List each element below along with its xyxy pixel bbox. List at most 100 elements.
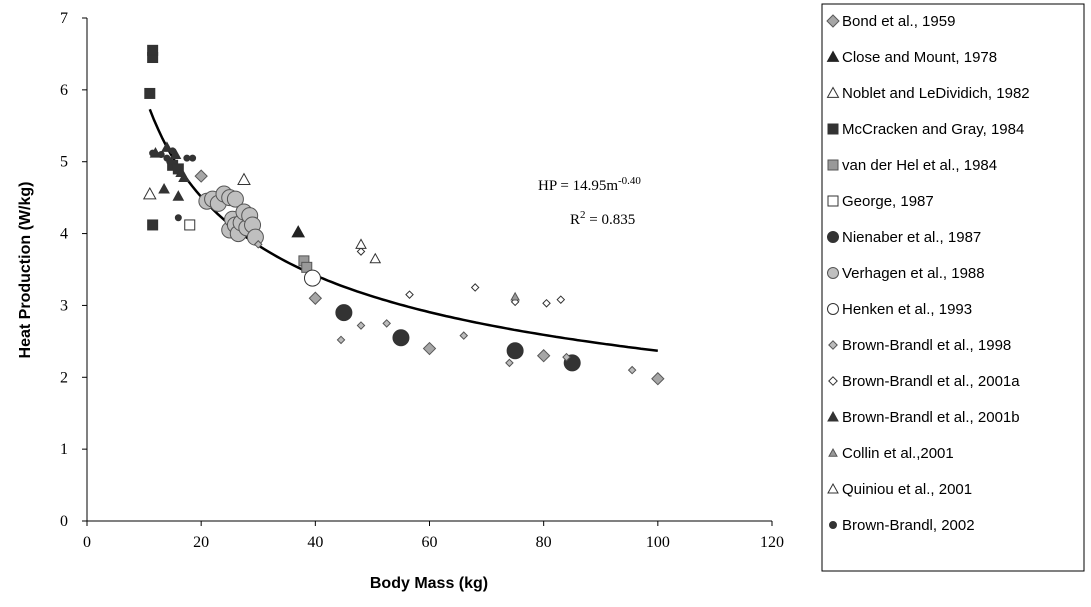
y-tick-label: 0 — [60, 513, 68, 530]
series-2 — [142, 172, 251, 200]
y-tick-label: 1 — [60, 441, 68, 458]
r-squared-label: R — [570, 212, 580, 228]
legend-box — [821, 3, 1085, 572]
legend-label: Bond et al., 1959 — [842, 13, 955, 30]
series-5 — [184, 219, 196, 231]
legend-item: Henken et al., 1993 — [827, 301, 972, 318]
x-tick-label: 0 — [83, 534, 91, 551]
x-tick-label: 120 — [760, 534, 784, 551]
legend-item: Brown-Brandl et al., 2001a — [828, 373, 1020, 390]
legend-swatch — [828, 447, 838, 457]
data-point — [510, 291, 520, 301]
y-tick-label: 7 — [60, 10, 68, 27]
legend-item: Verhagen et al., 1988 — [827, 265, 985, 282]
data-point — [142, 187, 157, 200]
legend-item: Bond et al., 1959 — [826, 13, 955, 30]
y-tick-label: 5 — [60, 154, 68, 171]
x-axis-ticks: 0 20 40 60 80 100 120 — [83, 521, 784, 551]
data-point — [336, 335, 346, 345]
data-point — [356, 321, 366, 330]
data-point — [174, 214, 182, 222]
legend-item: Noblet and LeDividich, 1982 — [826, 85, 1030, 102]
y-tick-label: 4 — [60, 226, 68, 243]
legend-label: George, 1987 — [842, 193, 934, 210]
series-7 — [198, 185, 264, 246]
data-point — [158, 182, 170, 194]
data-point — [470, 283, 480, 292]
data-point — [147, 219, 159, 231]
legend-label: van der Hel et al., 1984 — [842, 157, 997, 174]
data-point — [308, 291, 323, 305]
data-point — [506, 342, 524, 360]
x-tick-label: 60 — [422, 534, 438, 551]
legend-swatch — [827, 267, 839, 279]
legend-item: Nienaber et al., 1987 — [827, 229, 981, 246]
x-tick-label: 100 — [646, 534, 670, 551]
fit-equation-base: HP = 14.95m — [538, 178, 618, 194]
data-point — [184, 219, 196, 231]
legend-label: Henken et al., 1993 — [842, 301, 972, 318]
legend-label: Nienaber et al., 1987 — [842, 229, 981, 246]
legend-swatch — [828, 340, 838, 350]
legend-label: Collin et al.,2001 — [842, 445, 954, 462]
data-point — [392, 329, 410, 347]
series-3 — [144, 44, 184, 231]
legend-swatch — [828, 376, 838, 386]
legend-item: Close and Mount, 1978 — [826, 49, 997, 66]
data-point — [562, 352, 571, 362]
data-point — [369, 252, 382, 264]
data-point — [335, 304, 353, 322]
legend-item: Brown-Brandl et al., 1998 — [828, 337, 1011, 354]
y-axis-ticks: 0 1 2 3 4 5 6 7 — [60, 10, 87, 530]
y-axis-title: Heat Production (W/kg) — [17, 182, 34, 359]
legend-item: Collin et al.,2001 — [828, 445, 954, 462]
legend-swatch — [827, 195, 839, 207]
data-point — [178, 171, 190, 183]
series-1 — [291, 225, 306, 238]
legend-item: van der Hel et al., 1984 — [827, 157, 997, 174]
legend-swatch — [827, 123, 839, 135]
data-point — [169, 147, 177, 155]
legend-label: Brown-Brandl, 2002 — [842, 517, 975, 534]
data-point — [382, 319, 391, 328]
data-point — [303, 269, 321, 287]
data-point — [226, 190, 244, 208]
plot-area: 0 20 40 60 80 100 120 0 1 2 3 4 5 6 7 — [60, 10, 784, 551]
legend-swatch — [827, 303, 839, 315]
series-12 — [510, 291, 520, 301]
data-point — [194, 169, 208, 183]
r-squared-value: = 0.835 — [586, 212, 636, 228]
series-8 — [303, 269, 321, 287]
legend-item: George, 1987 — [827, 193, 934, 210]
data-point — [149, 149, 157, 157]
legend-label: Verhagen et al., 1988 — [842, 265, 985, 282]
legend-label: Brown-Brandl et al., 1998 — [842, 337, 1011, 354]
data-point — [253, 240, 263, 249]
data-point — [422, 341, 437, 356]
data-points — [142, 44, 665, 386]
legend-item: McCracken and Gray, 1984 — [827, 121, 1024, 138]
legend-item: Brown-Brandl et al., 2001b — [827, 409, 1020, 426]
data-point — [246, 228, 264, 246]
fit-equation: HP = 14.95m-0.40 — [538, 175, 641, 194]
legend-swatch — [827, 159, 839, 171]
r-squared-exponent: 2 — [580, 209, 586, 221]
series-0 — [194, 169, 665, 386]
x-tick-label: 20 — [193, 534, 209, 551]
legend-swatch — [829, 521, 837, 529]
legend-item: Quiniou et al., 2001 — [827, 481, 972, 498]
legend-swatch — [827, 231, 839, 243]
x-tick-label: 80 — [536, 534, 552, 551]
data-point — [356, 247, 366, 256]
data-point — [147, 44, 159, 56]
data-point — [172, 190, 185, 201]
data-point — [459, 331, 469, 340]
legend-label: McCracken and Gray, 1984 — [842, 121, 1024, 138]
series-9 — [253, 240, 637, 375]
fit-r-squared: R2 = 0.835 — [570, 209, 635, 228]
legend-swatch — [826, 14, 840, 28]
legend-swatch — [827, 410, 839, 422]
series-14 — [149, 147, 197, 222]
data-point — [542, 298, 551, 308]
